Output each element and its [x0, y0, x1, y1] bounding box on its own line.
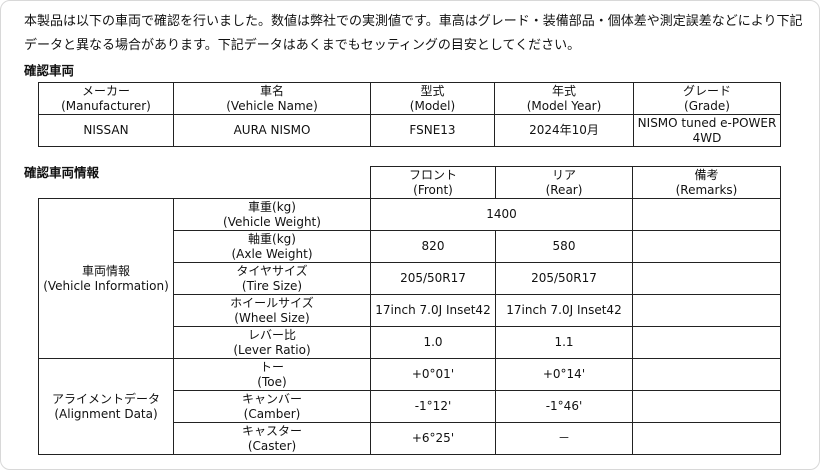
vehicle-heading: 確認車両: [24, 63, 75, 78]
grade-value: NISMO tuned e-POWER 4WD: [633, 114, 781, 147]
intro-text: 本製品は以下の車両で確認を行いました。数値は弊社での実測値です。車高はグレード・…: [24, 14, 803, 53]
header-remarks: 備考 (Remarks): [632, 166, 781, 199]
remarks-cell: [632, 198, 781, 231]
row-label: 軸重(kg) (Axle Weight): [173, 230, 371, 263]
rear-value: -1°46': [495, 390, 633, 423]
header-front: フロント (Front): [370, 166, 496, 199]
header-grade: グレード (Grade): [633, 82, 781, 115]
front-value: 17inch 7.0J Inset42: [370, 294, 496, 327]
remarks-cell: [632, 326, 781, 359]
front-value: 820: [370, 230, 496, 263]
rear-value: 17inch 7.0J Inset42: [495, 294, 633, 327]
header-vehicle-name: 車名 (Vehicle Name): [173, 82, 371, 115]
table-row: NISSAN AURA NISMO FSNE13 2024年10月 NISMO …: [38, 114, 781, 147]
table-header-row: フロント (Front) リア (Rear) 備考 (Remarks): [39, 166, 781, 199]
remarks-cell: [632, 230, 781, 263]
table-header-row: メーカー (Manufacturer) 車名 (Vehicle Name) 型式 (M…: [38, 82, 781, 115]
header-model-year: 年式 (Model Year): [494, 82, 634, 115]
table-row: タイヤサイズ (Tire Size) 205/50R17 205/50R17: [39, 262, 781, 295]
rear-value: 1.1: [495, 326, 633, 359]
group-vehicle-information: 車両情報 (Vehicle Information): [38, 198, 174, 359]
header-rear: リア (Rear): [495, 166, 633, 199]
table-row: アライメントデータ (Alignment Data) トー (Toe) +0°01'…: [38, 358, 781, 455]
front-value: +6°25': [370, 422, 496, 455]
vehicle-table: メーカー (Manufacturer) 車名 (Vehicle Name) 型式 (M…: [38, 82, 781, 147]
info-heading: 確認車両情報: [24, 165, 100, 180]
header-manufacturer: メーカー (Manufacturer): [38, 82, 174, 115]
table-row: 軸重(kg) (Axle Weight) 820 580: [39, 230, 781, 263]
manufacturer-value: NISSAN: [38, 114, 174, 147]
row-label: キャンバー (Camber): [173, 390, 371, 423]
table-row: 車両情報 (Vehicle Information) 車重(kg) (Vehicle…: [38, 198, 781, 359]
model-year-value: 2024年10月: [494, 114, 634, 147]
model-value: FSNE13: [370, 114, 495, 147]
remarks-cell: [632, 358, 781, 391]
row-label: 車重(kg) (Vehicle Weight): [173, 198, 371, 231]
front-value: +0°01': [370, 358, 496, 391]
row-label: キャスター (Caster): [173, 422, 371, 455]
front-value: -1°12': [370, 390, 496, 423]
remarks-cell: [632, 422, 781, 455]
info-table: フロント (Front) リア (Rear) 備考 (Remarks) 車両情報 (Ve…: [38, 166, 781, 455]
header-model: 型式 (Model): [370, 82, 495, 115]
vehicle-weight-value: 1400: [370, 198, 633, 231]
front-value: 205/50R17: [370, 262, 496, 295]
group-alignment-data: アライメントデータ (Alignment Data): [38, 358, 174, 455]
remarks-cell: [632, 262, 781, 295]
row-label: レバー比 (Lever Ratio): [173, 326, 371, 359]
front-value: 1.0: [370, 326, 496, 359]
rear-value: +0°14': [495, 358, 633, 391]
row-label: タイヤサイズ (Tire Size): [173, 262, 371, 295]
table-row: ホイールサイズ (Wheel Size) 17inch 7.0J Inset42 …: [39, 294, 781, 327]
row-label: ホイールサイズ (Wheel Size): [173, 294, 371, 327]
rear-value: 580: [495, 230, 633, 263]
remarks-cell: [632, 390, 781, 423]
vehicle-name-value: AURA NISMO: [173, 114, 371, 147]
row-label: トー (Toe): [173, 358, 371, 391]
remarks-cell: [632, 294, 781, 327]
table-row: キャスター (Caster) +6°25' －: [39, 422, 781, 455]
rear-value: －: [495, 422, 633, 455]
rear-value: 205/50R17: [495, 262, 633, 295]
